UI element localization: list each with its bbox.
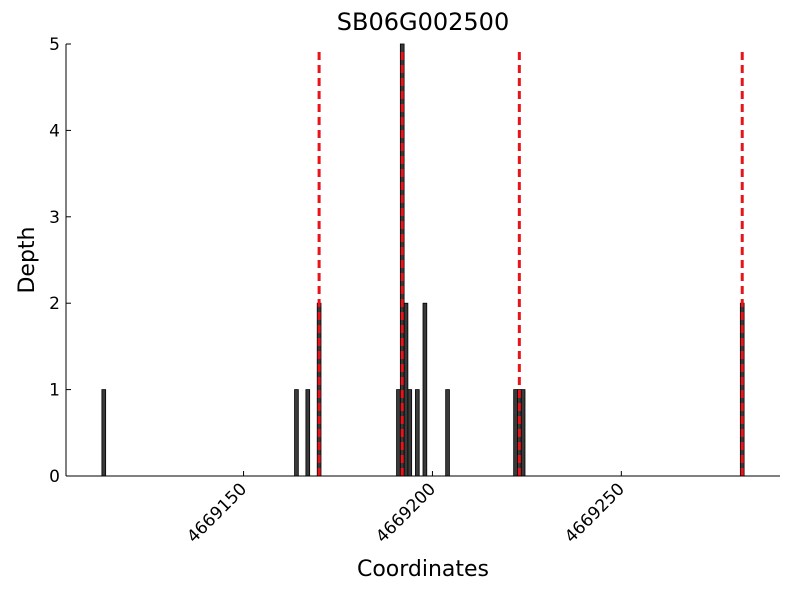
bar	[513, 389, 518, 477]
bar	[520, 389, 526, 477]
x-tick-label: 4669150	[183, 479, 251, 547]
y-tick-label: 2	[49, 294, 60, 314]
y-tick-label: 3	[49, 208, 60, 228]
bar	[415, 389, 420, 477]
x-tick-label: 4669200	[372, 479, 440, 547]
bar	[407, 389, 413, 477]
bar	[294, 389, 299, 477]
y-tick-label: 5	[49, 35, 60, 55]
y-tick-label: 4	[49, 121, 60, 141]
y-tick-label: 1	[49, 381, 60, 401]
x-axis-label: Coordinates	[357, 557, 489, 582]
bar	[403, 302, 409, 477]
bar	[445, 389, 450, 477]
y-axis-label: Depth	[15, 226, 40, 293]
bar	[305, 389, 311, 477]
y-tick-label: 0	[49, 467, 60, 487]
x-tick-label: 4669250	[561, 479, 629, 547]
bar	[101, 389, 107, 477]
chart-title: SB06G002500	[337, 8, 509, 36]
bar	[422, 302, 428, 477]
bar	[396, 389, 401, 477]
